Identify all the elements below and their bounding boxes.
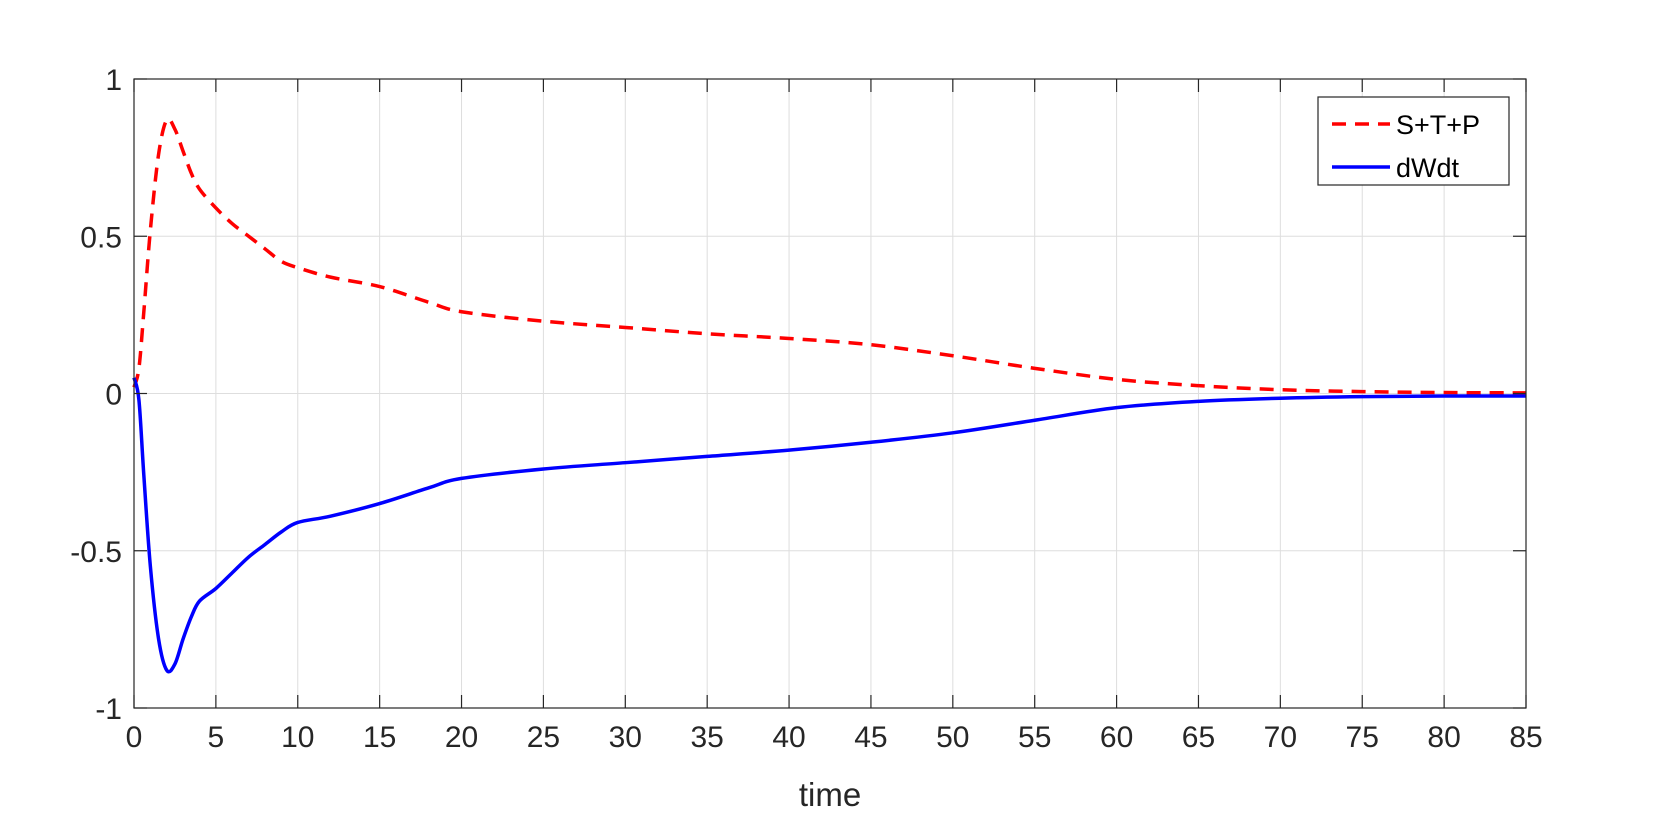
legend: S+T+P dWdt [1317, 96, 1510, 186]
x-axis-title: time [799, 776, 861, 813]
x-tick-label: 75 [1346, 721, 1379, 754]
x-tick-label: 65 [1182, 721, 1215, 754]
x-tick-label: 20 [445, 721, 478, 754]
y-tick-label: -0.5 [70, 536, 122, 569]
x-tick-labels: 0 5 10 15 20 25 30 35 40 45 50 55 60 65 70 75 80 85 [126, 721, 1543, 754]
x-tick-label: 0 [126, 721, 143, 754]
x-tick-label: 15 [363, 721, 396, 754]
series-line-s-t-p [132, 117, 1527, 395]
axis-ticks [133, 78, 1527, 709]
legend-label-dwdt: dWdt [1396, 153, 1460, 183]
x-tick-label: 45 [854, 721, 887, 754]
x-tick-label: 85 [1509, 721, 1542, 754]
x-tick-label: 50 [936, 721, 969, 754]
y-tick-labels: -1 -0.5 0 0.5 1 [70, 64, 122, 726]
legend-box [1317, 96, 1510, 186]
x-tick-label: 80 [1427, 721, 1460, 754]
y-tick-label: 0.5 [80, 221, 122, 254]
x-tick-label: 10 [281, 721, 314, 754]
y-tick-label: -1 [95, 693, 122, 726]
series-layer [132, 117, 1527, 674]
x-tick-label: 55 [1018, 721, 1051, 754]
x-tick-label: 60 [1100, 721, 1133, 754]
x-tick-label: 25 [527, 721, 560, 754]
x-tick-label: 30 [609, 721, 642, 754]
x-tick-label: 35 [690, 721, 723, 754]
y-tick-label: 0 [105, 379, 122, 412]
y-tick-label: 1 [105, 64, 122, 97]
series-line-dwdt [132, 377, 1527, 674]
legend-label-s-t-p: S+T+P [1396, 110, 1480, 140]
x-tick-label: 40 [772, 721, 805, 754]
x-tick-label: 70 [1264, 721, 1297, 754]
x-tick-label: 5 [208, 721, 225, 754]
